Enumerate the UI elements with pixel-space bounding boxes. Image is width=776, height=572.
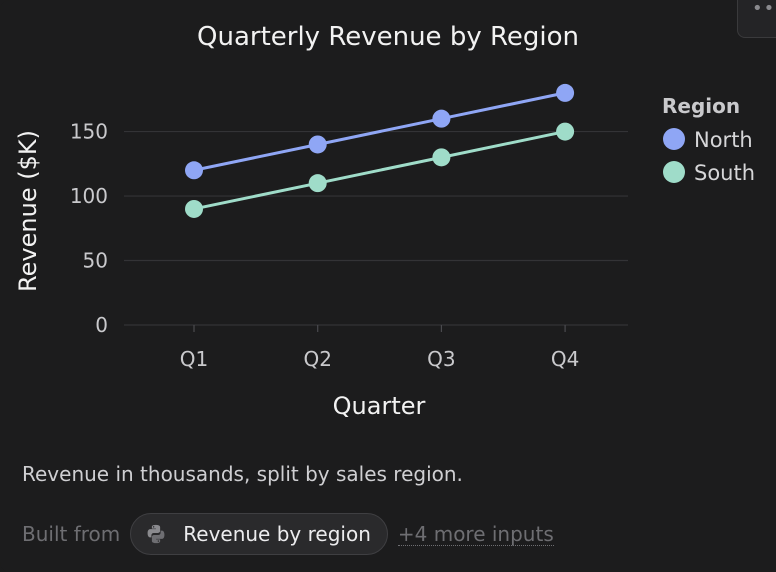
series-lines [193,91,566,211]
y-tick-label: 150 [70,120,108,144]
x-tick-labels: Q1 Q2 Q3 Q4 [180,325,579,371]
legend-marker-south [663,161,685,183]
y-tick-label: 50 [83,249,108,273]
series-line-north [193,91,566,172]
grid [124,130,628,326]
data-point-north [432,109,451,128]
data-point-north [556,83,575,102]
data-point-south [556,122,575,141]
legend-label: North [694,128,753,152]
data-point-north [185,161,203,180]
y-axis-label: Revenue ($K) [14,130,42,292]
x-tick-label: Q2 [303,347,331,371]
source-chip[interactable]: Revenue by region [130,513,388,555]
y-tick-label: 0 [95,313,108,337]
data-point-north [308,135,327,154]
built-from-label: Built from [22,522,121,546]
chart-caption: Revenue in thousands, split by sales reg… [22,462,463,486]
y-tick-label: 100 [70,184,108,208]
chart-title: Quarterly Revenue by Region [197,22,579,52]
series-line-south [193,130,566,211]
x-tick-label: Q3 [427,347,455,371]
legend-title: Region [662,94,740,118]
y-tick-labels: 0 50 100 150 [70,120,108,337]
x-tick-label: Q1 [180,347,208,371]
source-footer: Built from Revenue by region +4 more inp… [22,512,554,556]
more-inputs-link[interactable]: +4 more inputs [397,521,554,546]
more-dots-icon: ••• [752,0,776,19]
data-point-south [308,174,327,193]
x-tick-label: Q4 [551,347,579,371]
x-axis-label: Quarter [333,392,426,420]
card-menu-button[interactable]: ••• [737,0,776,38]
python-icon [147,524,165,544]
source-chip-label: Revenue by region [183,522,371,546]
series-points [185,83,575,218]
line-chart: Quarterly Revenue by Region 0 50 100 150 Q1… [14,22,755,420]
legend-marker-north [663,128,685,150]
legend: North South [663,128,755,185]
data-point-south [185,199,203,218]
data-point-south [432,148,451,167]
legend-label: South [694,161,755,185]
